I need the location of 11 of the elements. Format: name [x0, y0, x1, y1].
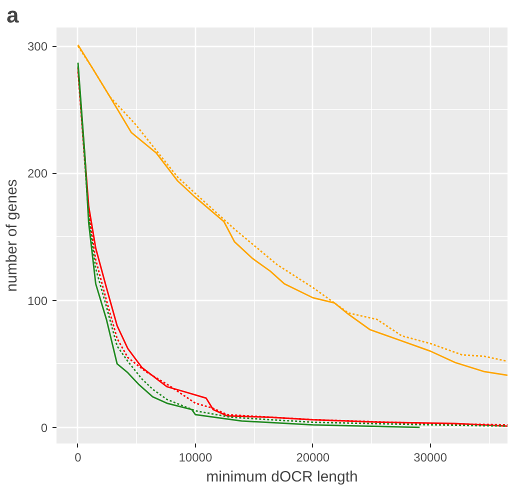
- x-axis-title: minimum dOCR length: [206, 468, 358, 486]
- y-tick-label: 0: [40, 420, 48, 435]
- y-tick-label: 300: [27, 40, 48, 54]
- x-tick-label: 20000: [296, 450, 330, 464]
- y-tick-label: 100: [27, 294, 48, 308]
- x-tick-label: 10000: [178, 450, 212, 464]
- text: a: [6, 2, 20, 28]
- x-tick-label: 30000: [414, 450, 448, 464]
- y-tick-label: 200: [27, 166, 48, 181]
- x-tick-label: 0: [74, 450, 82, 464]
- y-axis-title: number of genes: [3, 179, 20, 292]
